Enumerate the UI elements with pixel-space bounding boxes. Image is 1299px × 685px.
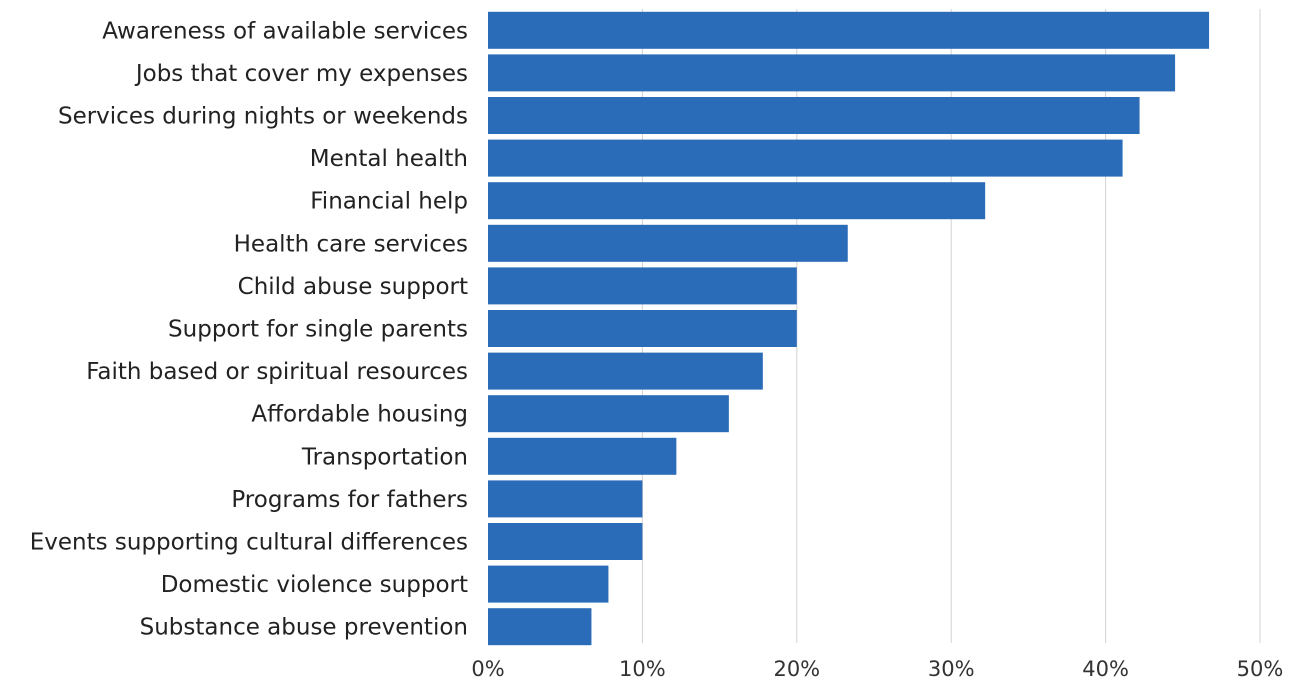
category-label: Support for single parents [168,317,468,343]
category-label: Mental health [310,146,468,172]
x-tick-label: 10% [619,657,666,681]
bar [488,395,729,433]
bar [488,437,677,475]
category-labels: Awareness of available services Jobs that… [30,18,468,640]
bar [488,608,592,646]
category-label: Awareness of available services [102,18,468,44]
category-label: Child abuse support [238,274,468,300]
bar [488,97,1140,134]
x-axis-tick-labels: 0% 10% 20% 30% 40% 50% [471,657,1283,681]
bar [488,182,986,220]
category-label: Programs for fathers [231,487,468,513]
category-label: Substance abuse prevention [140,615,468,641]
category-label: Services during nights or weekends [58,104,468,130]
bar [488,480,643,518]
category-label: Jobs that cover my expenses [134,61,468,87]
bars [488,11,1210,646]
bar [488,523,643,560]
category-label: Health care services [234,231,468,257]
x-tick-label: 40% [1082,657,1129,681]
category-label: Affordable housing [251,402,468,428]
bar [488,224,848,262]
category-label: Transportation [301,444,468,470]
bar [488,54,1176,92]
bar [488,310,797,347]
x-tick-label: 0% [471,657,504,681]
category-label: Financial help [310,189,468,215]
bar [488,565,609,603]
category-label: Events supporting cultural differences [30,530,468,556]
bar [488,267,797,305]
category-label: Faith based or spiritual resources [86,359,468,385]
bar [488,139,1123,177]
x-tick-label: 20% [773,657,820,681]
bar [488,11,1210,49]
bar [488,352,763,390]
x-tick-label: 30% [928,657,975,681]
x-tick-label: 50% [1237,657,1284,681]
category-label: Domestic violence support [161,572,468,598]
